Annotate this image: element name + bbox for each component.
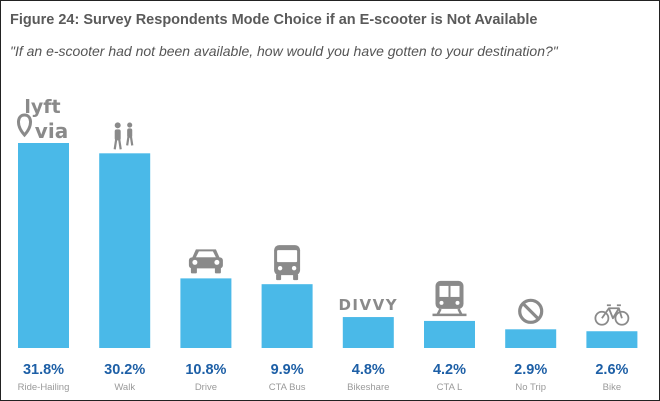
category-label-cta-l: CTA L (437, 382, 463, 393)
value-label-ride-hailing: 31.8% (23, 362, 64, 378)
value-label-cta-bus: 9.9% (271, 362, 304, 378)
pedestrians-icon (113, 122, 134, 150)
divvy-logo: DIVVY (338, 296, 398, 314)
bus-icon (274, 245, 301, 281)
bar-no-trip (505, 329, 557, 348)
value-label-cta-l: 4.2% (433, 362, 466, 378)
category-label-cta-bus: CTA Bus (269, 382, 306, 393)
via-logo-text: via (35, 119, 68, 143)
divvy-logo-text: DIVVY (338, 296, 398, 314)
no-icon (518, 298, 544, 324)
bicycle-icon (594, 304, 630, 326)
value-label-bike: 2.6% (595, 362, 628, 378)
bar-cta-l (424, 320, 475, 348)
bar-bikeshare (342, 317, 394, 348)
bar-cta-bus (261, 284, 313, 348)
value-label-bikeshare: 4.8% (352, 362, 385, 378)
value-label-drive: 10.8% (185, 362, 226, 378)
category-label-drive: Drive (195, 382, 217, 393)
category-label-bike: Bike (603, 382, 621, 393)
category-label-ride-hailing: Ride-Hailing (18, 382, 70, 393)
car-icon (188, 249, 223, 274)
bar-walk (99, 153, 151, 348)
chart-subtitle: "If an e-scooter had not been available,… (10, 43, 558, 59)
bar-bike (586, 331, 638, 348)
category-label-walk: Walk (114, 382, 135, 393)
chart-title: Figure 24: Survey Respondents Mode Choic… (10, 12, 538, 28)
bar-ride-hailing (18, 143, 69, 348)
category-label-bikeshare: Bikeshare (347, 382, 389, 393)
category-label-no-trip: No Trip (515, 382, 546, 393)
location-pin-icon (17, 113, 32, 138)
lyft-logo-text: lyft (24, 96, 60, 118)
bar-drive (180, 278, 232, 348)
value-label-no-trip: 2.9% (514, 362, 547, 378)
train-icon (432, 280, 467, 317)
value-label-walk: 30.2% (104, 362, 145, 378)
